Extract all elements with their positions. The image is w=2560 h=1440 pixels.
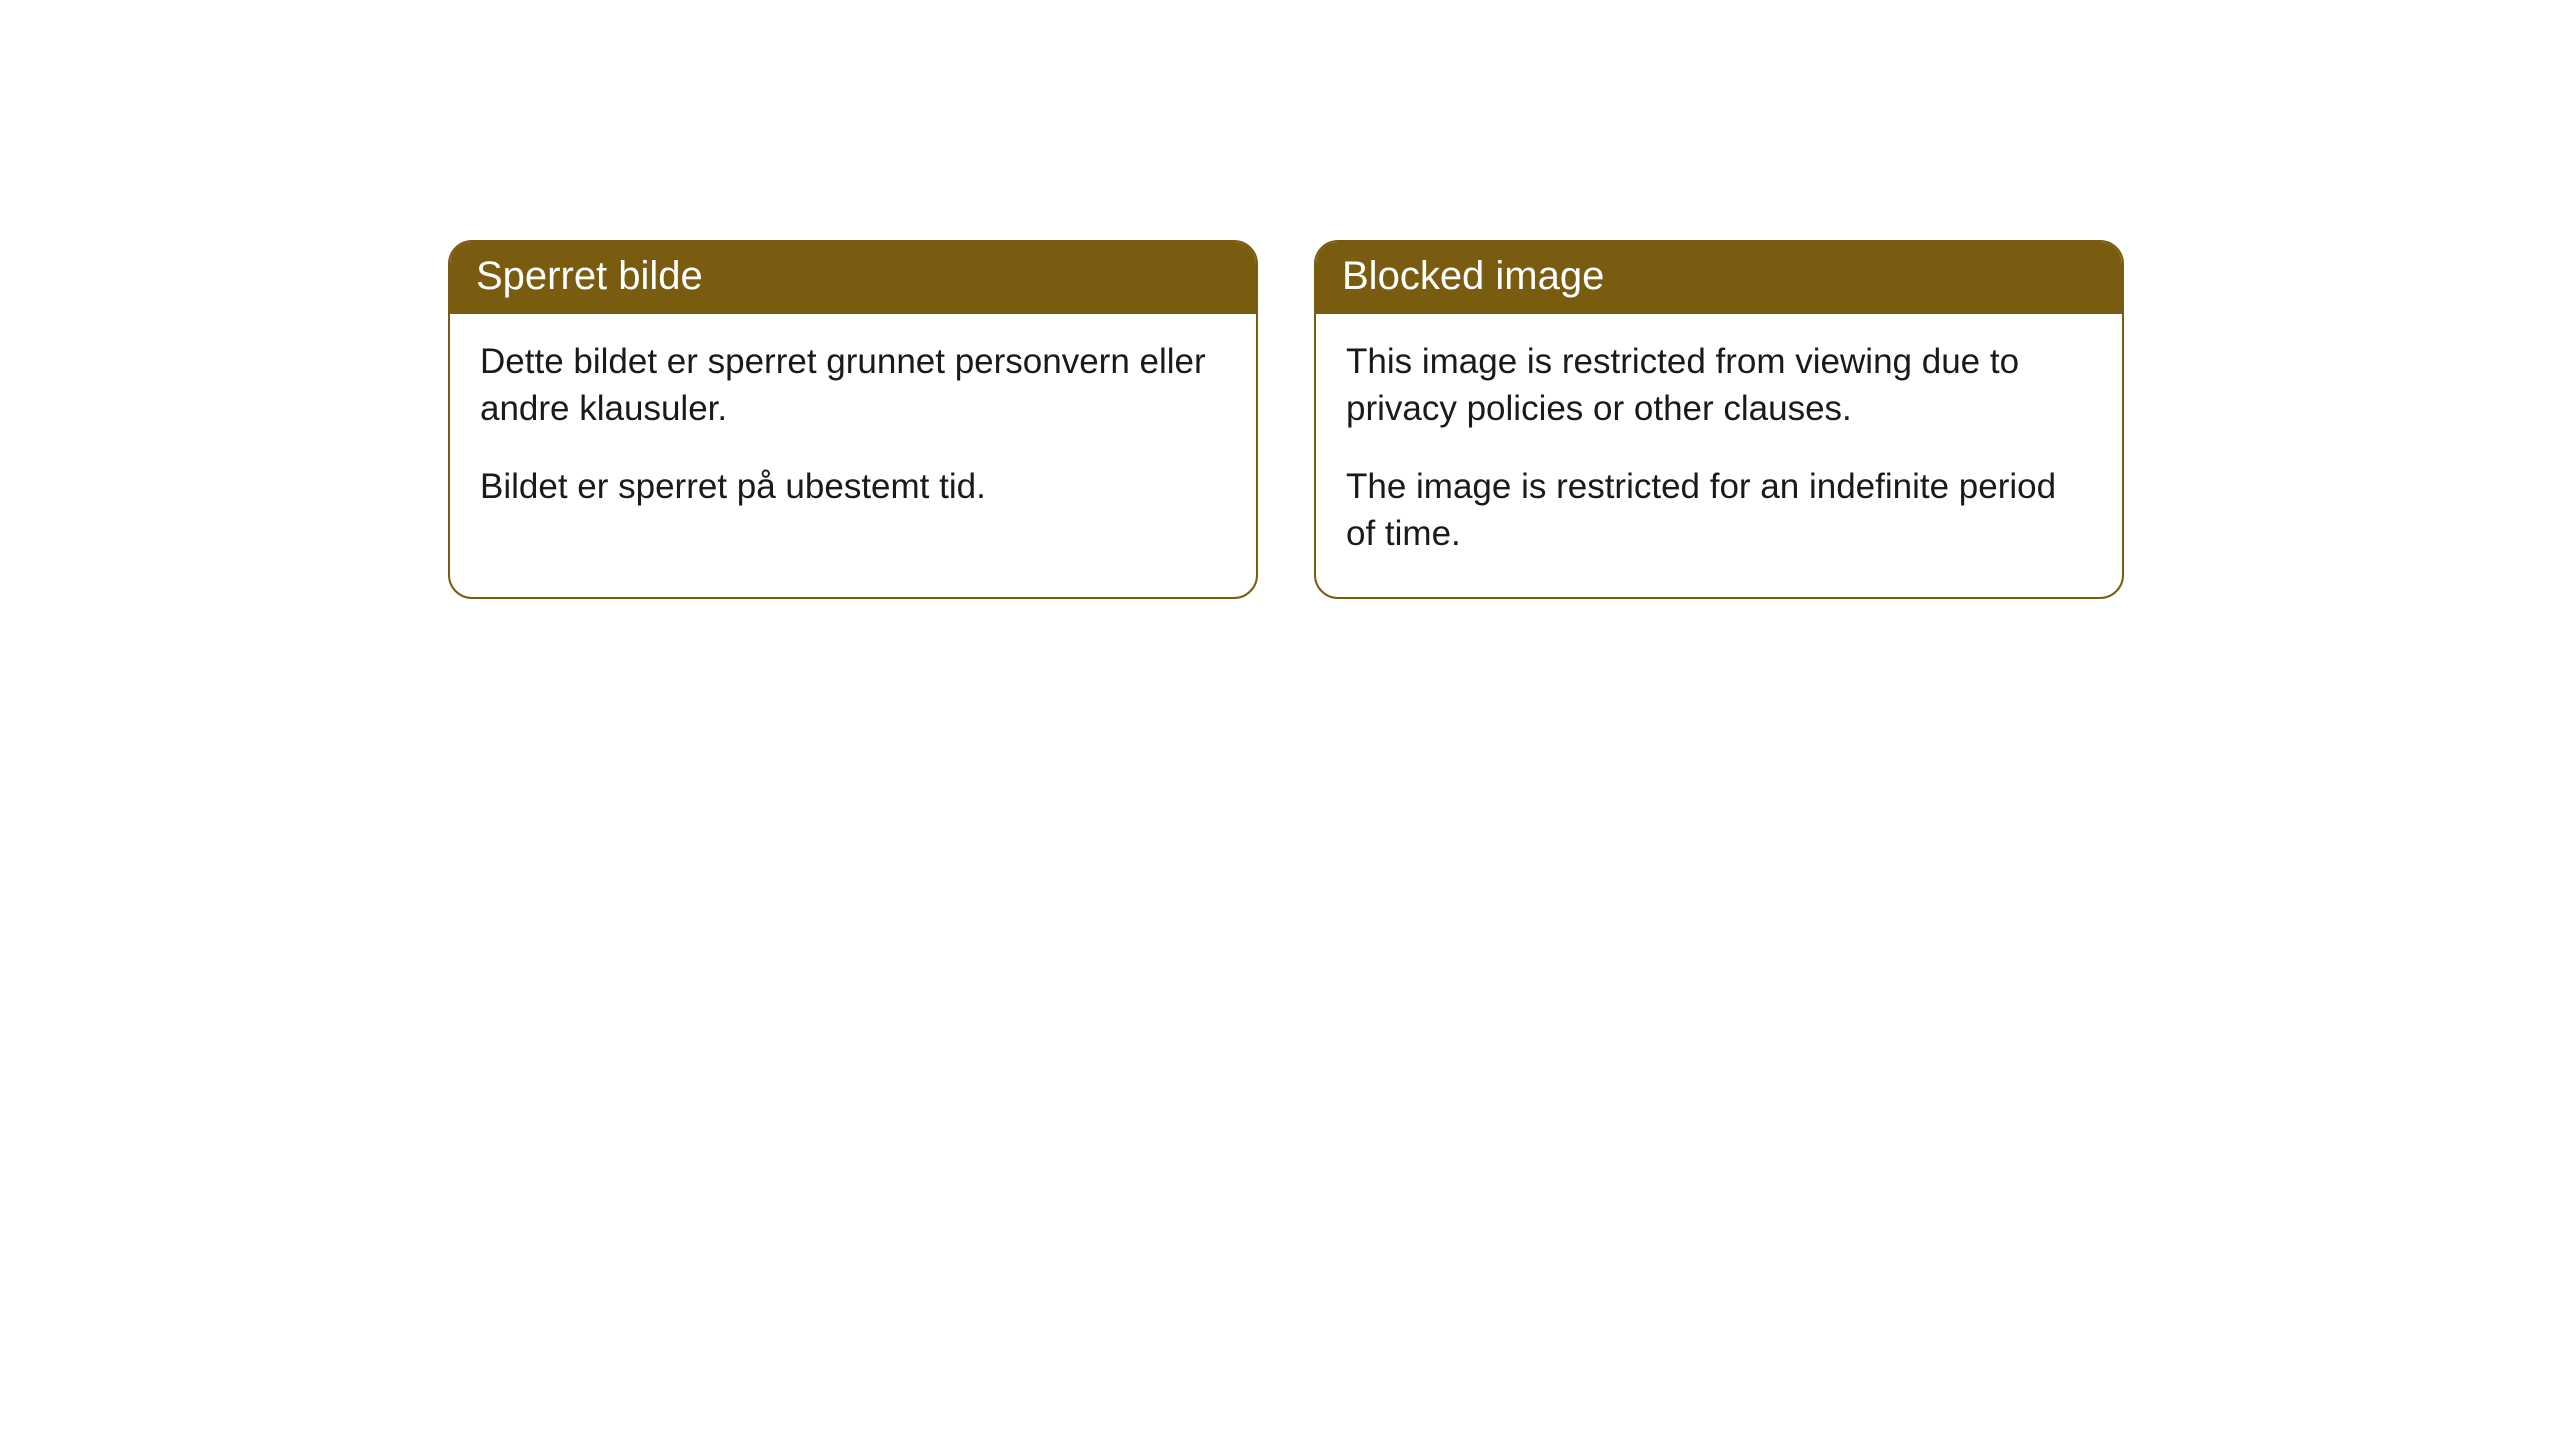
card-body-norwegian: Dette bildet er sperret grunnet personve…	[450, 314, 1256, 550]
notice-container: Sperret bilde Dette bildet er sperret gr…	[0, 0, 2560, 599]
blocked-image-card-english: Blocked image This image is restricted f…	[1314, 240, 2124, 599]
card-body-paragraph: The image is restricted for an indefinit…	[1346, 463, 2092, 558]
blocked-image-card-norwegian: Sperret bilde Dette bildet er sperret gr…	[448, 240, 1258, 599]
card-body-english: This image is restricted from viewing du…	[1316, 314, 2122, 597]
card-header-norwegian: Sperret bilde	[450, 242, 1256, 314]
card-body-paragraph: Bildet er sperret på ubestemt tid.	[480, 463, 1226, 510]
card-body-paragraph: Dette bildet er sperret grunnet personve…	[480, 338, 1226, 433]
card-body-paragraph: This image is restricted from viewing du…	[1346, 338, 2092, 433]
card-header-english: Blocked image	[1316, 242, 2122, 314]
